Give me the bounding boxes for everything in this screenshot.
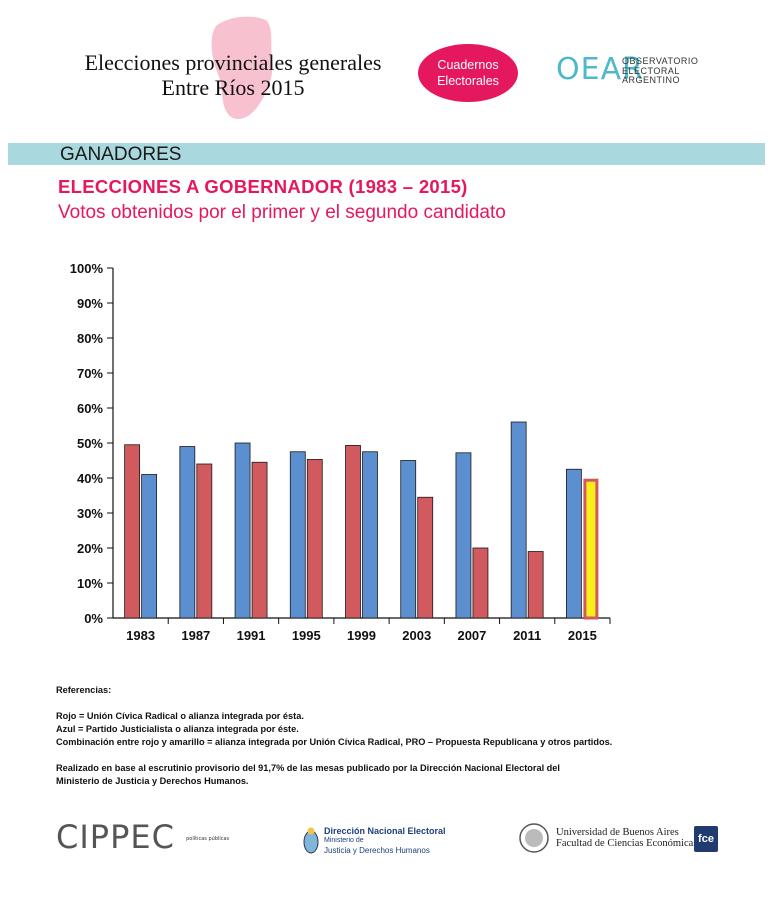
references: Referencias: Rojo = Unión Cívica Radical… <box>56 684 756 788</box>
uba-seal-icon <box>519 823 549 853</box>
references-line1: Rojo = Unión Cívica Radical o alianza in… <box>56 711 304 721</box>
oear-mark: OEAR <box>556 52 644 87</box>
bar-2007-segundo <box>472 547 489 619</box>
y-tick-label: 20% <box>77 541 103 556</box>
bar-chart: 0% 10% 20% 30% 40% 50% 60% 70% 80% 90% 100% 1983 198… <box>70 261 611 643</box>
x-tick-label: 1983 <box>126 628 155 643</box>
cippec-subtext: políticas públicas <box>186 836 230 842</box>
references-source1: Realizado en base al escrutinio provisor… <box>56 763 560 773</box>
bar-2015-primero <box>565 468 582 619</box>
fce-mark: fce <box>694 826 718 852</box>
x-tick-label: 2003 <box>402 628 431 643</box>
x-tick-label: 1999 <box>347 628 376 643</box>
badge-line1: Cuadernos <box>437 58 499 72</box>
oear-line1: OBSERVATORIO <box>622 56 699 66</box>
dne-logo: Dirección Nacional Electoral Ministerio … <box>302 826 502 862</box>
bar-1987-primero <box>179 446 196 619</box>
entre-rios-map-icon <box>211 16 273 120</box>
bar-1991-primero <box>234 442 251 619</box>
y-tick-label: 50% <box>77 436 103 451</box>
bar-2011-primero <box>510 421 527 619</box>
dne-line2: Ministerio de <box>324 837 364 844</box>
bar-2007-primero <box>455 452 472 619</box>
chart-title: ELECCIONES A GOBERNADOR (1983 – 2015) <box>58 176 468 197</box>
y-tick-label: 80% <box>77 331 103 346</box>
bar-2015-segundo <box>583 478 599 620</box>
y-tick-label: 30% <box>77 506 103 521</box>
bar-1995-primero <box>289 451 306 619</box>
y-tick-label: 10% <box>77 576 103 591</box>
x-tick-label: 1987 <box>181 628 210 643</box>
y-tick-label: 60% <box>77 401 103 416</box>
uba-logo: Universidad de Buenos Aires Facultad de … <box>518 822 728 858</box>
references-source2: Ministerio de Justicia y Derechos Humano… <box>56 776 249 786</box>
section-label: GANADORES <box>60 144 182 165</box>
bar-1991-segundo <box>251 461 268 619</box>
cippec-text: CIPPEC <box>56 818 175 856</box>
badge-line2: Electorales <box>437 74 499 88</box>
argentina-coat-icon <box>303 827 319 854</box>
references-line2: Azul = Partido Justicialista o alianza i… <box>56 724 299 734</box>
references-heading: Referencias: <box>56 685 112 695</box>
x-tick-label: 2015 <box>568 628 597 643</box>
header-title-line2: Entre Ríos 2015 <box>161 75 305 100</box>
bar-2003-primero <box>400 460 417 619</box>
cuadernos-electorales-badge: Cuadernos Electorales <box>418 44 518 102</box>
section-band: GANADORES <box>8 143 765 165</box>
bar-2003-segundo <box>417 496 434 619</box>
y-tick-label: 0% <box>84 611 103 626</box>
header-title: Elecciones provinciales generales Entre … <box>58 50 408 100</box>
dne-line3: Justicia y Derechos Humanos <box>324 846 430 855</box>
cippec-logo: CIPPEC políticas públicas <box>56 818 229 856</box>
bar-1995-segundo <box>306 459 323 619</box>
bar-1987-segundo <box>196 463 213 619</box>
chart-subtitle: Votos obtenidos por el primer y el segun… <box>58 202 506 223</box>
oear-text: OBSERVATORIO ELECTORAL ARGENTINO <box>622 56 699 86</box>
y-tick-label: 100% <box>70 261 104 276</box>
y-tick-label: 40% <box>77 471 103 486</box>
oear-line3: ARGENTINO <box>622 75 681 85</box>
oear-logo: OEAR OBSERVATORIO ELECTORAL ARGENTINO <box>556 50 756 90</box>
y-tick-label: 90% <box>77 296 103 311</box>
x-tick-label: 2007 <box>457 628 486 643</box>
x-tick-label: 2011 <box>513 628 541 643</box>
header-title-line1: Elecciones provinciales generales <box>84 50 382 75</box>
bar-1999-primero <box>345 445 361 619</box>
uba-line2: Facultad de Ciencias Económicas <box>556 838 698 849</box>
bar-1983-segundo <box>141 474 158 619</box>
oear-line2: ELECTORAL <box>622 65 680 76</box>
references-line3: Combinación entre rojo y amarillo = alia… <box>56 737 613 747</box>
dne-line1: Dirección Nacional Electoral <box>324 826 446 836</box>
bar-2011-segundo <box>527 551 544 619</box>
y-tick-label: 70% <box>77 366 103 381</box>
x-tick-label: 1995 <box>292 628 321 643</box>
uba-line1: Universidad de Buenos Aires <box>556 827 679 838</box>
x-tick-label: 1991 <box>237 628 266 643</box>
bar-1999-segundo <box>362 451 378 619</box>
bar-1983-primero <box>124 444 141 619</box>
